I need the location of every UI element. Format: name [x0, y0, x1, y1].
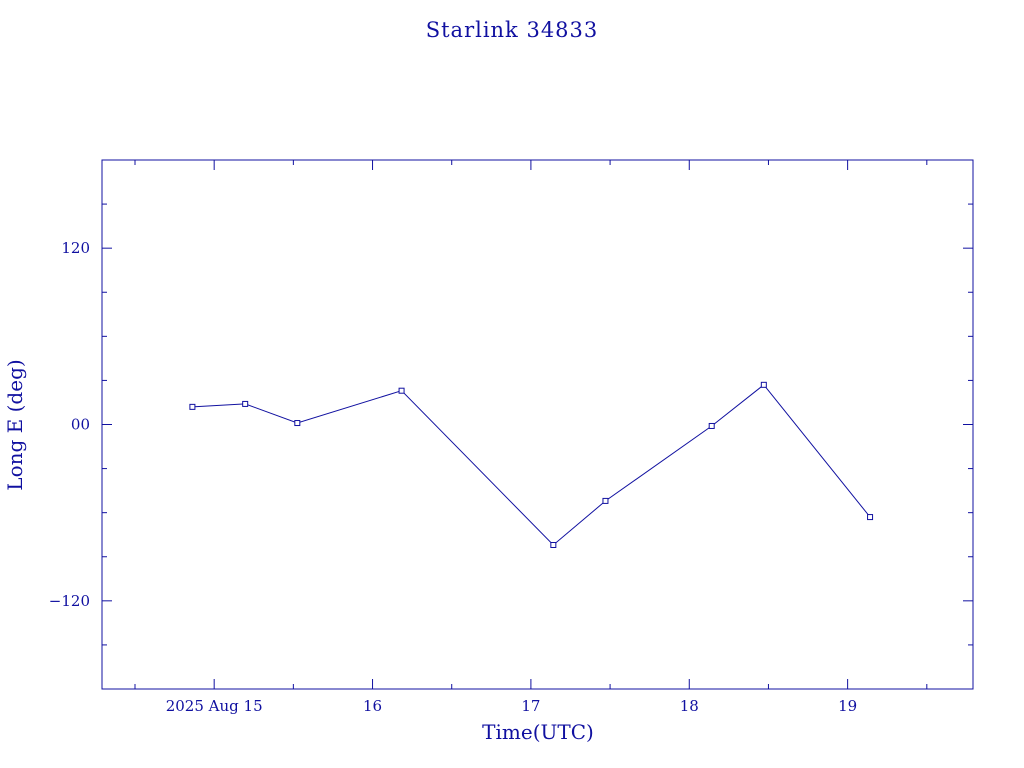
x-tick-label: 17	[521, 697, 540, 715]
data-point	[602, 497, 609, 504]
x-tick-label: 2025 Aug 15	[166, 697, 263, 715]
data-point	[550, 541, 557, 548]
x-tick-label: 16	[363, 697, 382, 715]
series-line	[192, 384, 871, 546]
x-tick-label: 19	[838, 697, 857, 715]
data-point	[867, 514, 874, 521]
axis-ticks	[102, 160, 973, 689]
y-tick-label: 00	[71, 416, 90, 434]
y-tick-label: −120	[49, 592, 90, 610]
x-tick-label: 18	[680, 697, 699, 715]
y-axis-label: Long E (deg)	[3, 359, 27, 490]
data-point	[398, 387, 405, 394]
data-point	[708, 422, 715, 429]
data-point	[760, 381, 767, 388]
axis-tick-labels: 2025 Aug 15 16 17 18 19 120 00 −120	[49, 239, 857, 715]
data-series	[189, 381, 874, 548]
x-axis-label: Time(UTC)	[482, 720, 594, 744]
data-point	[294, 420, 301, 427]
plot-frame	[101, 159, 974, 690]
data-point	[242, 400, 249, 407]
chart-title: Starlink 34833	[426, 18, 599, 42]
data-point	[189, 403, 196, 410]
y-tick-label: 120	[61, 239, 90, 257]
